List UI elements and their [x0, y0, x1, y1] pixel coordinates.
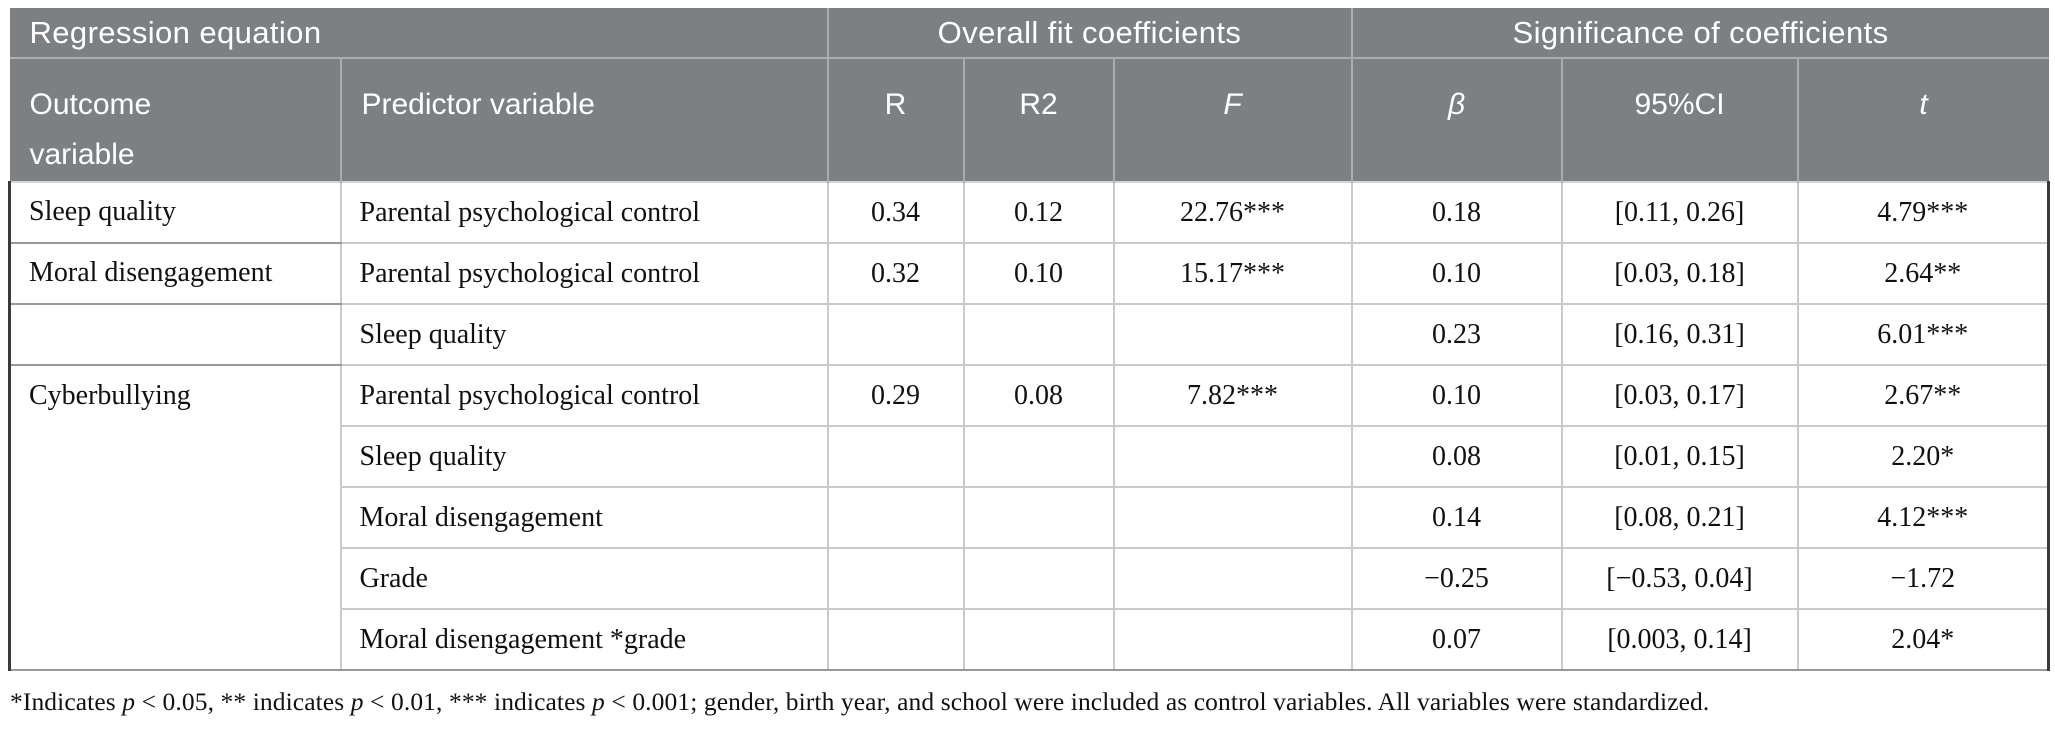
value-cell: 0.23: [1350, 303, 1563, 366]
value-cell: [0.08, 0.21]: [1560, 486, 1799, 549]
outcome-cell: Cyberbullying: [8, 364, 342, 671]
predictor-cell: Grade: [339, 547, 829, 610]
regression-table: Regression equation Overall fit coeffici…: [8, 8, 2051, 671]
table-row: Moral disengagement 0.14 [0.08, 0.21] 4.12*…: [10, 486, 2051, 549]
value-cell: [826, 486, 965, 549]
header-overall-fit-coefficients: Overall fit coefficients: [826, 8, 1352, 58]
value-cell: [1112, 425, 1353, 488]
predictor-cell: Moral disengagement: [339, 486, 829, 549]
value-cell: [962, 303, 1115, 366]
value-cell: 2.67**: [1796, 364, 2051, 427]
table-row: Cyberbullying Parental psychological cont…: [8, 364, 2051, 671]
header-significance-of-coefficients: Significance of coefficients: [1350, 8, 2049, 58]
value-cell: 0.10: [1350, 242, 1563, 305]
value-cell: [962, 547, 1115, 610]
outcome-cell: [8, 303, 342, 366]
value-cell: [962, 425, 1115, 488]
table-row: Sleep quality Parental psychological cont…: [8, 181, 2051, 244]
value-cell: 22.76***: [1112, 181, 1353, 244]
value-cell: [0.003, 0.14]: [1560, 608, 1799, 671]
column-predictor-variable: Predictor variable: [339, 57, 828, 182]
value-cell: 2.20*: [1796, 425, 2051, 488]
value-cell: [1112, 303, 1353, 366]
value-cell: [962, 608, 1115, 671]
value-cell: 0.14: [1350, 486, 1563, 549]
header-columns-row: Outcome variable Predictor variable R R2…: [9, 57, 2049, 182]
column-r2: R2: [962, 57, 1114, 182]
footnote-text: *Indicates: [10, 687, 123, 716]
value-cell: 7.82***: [1112, 364, 1353, 427]
value-cell: −0.25: [1350, 547, 1563, 610]
footnote-text: < 0.01, *** indicates: [363, 687, 593, 716]
value-cell: 4.79***: [1796, 181, 2051, 244]
value-cell: [826, 608, 965, 671]
value-cell: [1112, 608, 1353, 671]
column-95ci: 95%CI: [1560, 57, 1798, 182]
predictor-cell: Parental psychological control: [339, 242, 829, 305]
footnote-italic-p: p: [350, 687, 364, 716]
predictor-cell: Parental psychological control: [339, 181, 829, 244]
value-cell: [0.03, 0.17]: [1560, 364, 1799, 427]
outcome-cell: Sleep quality: [8, 181, 342, 244]
footnote-text: < 0.001; gender, birth year, and school …: [604, 687, 1710, 716]
value-cell: 2.04*: [1796, 608, 2051, 671]
value-cell: [826, 547, 965, 610]
table-row: Grade −0.25 [−0.53, 0.04] −1.72: [10, 547, 2051, 610]
value-cell: 0.29: [826, 364, 965, 427]
outcome-cell: Moral disengagement: [8, 242, 342, 305]
column-r: R: [826, 57, 964, 182]
predictor-cell: Parental psychological control: [339, 364, 829, 427]
header-regression-equation: Regression equation: [9, 8, 828, 58]
footnote-italic-p: p: [122, 687, 136, 716]
table-row: Moral disengagement *grade 0.07 [0.003, 0.…: [10, 608, 2051, 671]
value-cell: 0.18: [1350, 181, 1563, 244]
value-cell: [0.11, 0.26]: [1560, 181, 1799, 244]
column-t: t: [1796, 57, 2049, 182]
value-cell: 0.34: [826, 181, 965, 244]
table-header: Regression equation Overall fit coeffici…: [9, 8, 2049, 182]
table-row: Sleep quality 0.08 [0.01, 0.15] 2.20*: [10, 425, 2051, 488]
predictor-cell: Moral disengagement *grade: [339, 608, 829, 671]
value-cell: [0.16, 0.31]: [1560, 303, 1799, 366]
value-cell: 0.32: [826, 242, 965, 305]
value-cell: [962, 486, 1115, 549]
table-body: Sleep quality Parental psychological cont…: [8, 181, 2051, 671]
value-cell: 0.07: [1350, 608, 1563, 671]
value-cell: [1112, 486, 1353, 549]
value-cell: 2.64**: [1796, 242, 2051, 305]
value-cell: 15.17***: [1112, 242, 1353, 305]
column-beta: β: [1350, 57, 1562, 182]
value-cell: [826, 303, 965, 366]
value-cell: [0.01, 0.15]: [1560, 425, 1799, 488]
footnote-text: < 0.05, ** indicates: [135, 687, 351, 716]
value-cell: 6.01***: [1796, 303, 2051, 366]
value-cell: −1.72: [1796, 547, 2051, 610]
column-f: F: [1112, 57, 1352, 182]
value-cell: [1112, 547, 1353, 610]
value-cell: [0.03, 0.18]: [1560, 242, 1799, 305]
footnote: *Indicates p < 0.05, ** indicates p < 0.…: [10, 687, 2047, 717]
table-row: Moral disengagement Parental psychologica…: [8, 242, 2051, 305]
footnote-italic-p: p: [592, 687, 605, 716]
value-cell: [−0.53, 0.04]: [1560, 547, 1799, 610]
header-group-row: Regression equation Overall fit coeffici…: [9, 8, 2049, 58]
value-cell: 0.12: [962, 181, 1115, 244]
value-cell: 0.10: [1350, 364, 1563, 427]
value-cell: [826, 425, 965, 488]
value-cell: 0.08: [1350, 425, 1563, 488]
predictor-cell: Sleep quality: [339, 303, 829, 366]
table-row: Sleep quality 0.23 [0.16, 0.31] 6.01***: [8, 303, 2051, 366]
predictor-cell: Sleep quality: [339, 425, 829, 488]
value-cell: 0.10: [962, 242, 1115, 305]
value-cell: 4.12***: [1796, 486, 2051, 549]
column-outcome-variable: Outcome variable: [9, 57, 341, 182]
value-cell: 0.08: [962, 364, 1115, 427]
table-figure: Regression equation Overall fit coeffici…: [8, 8, 2051, 717]
